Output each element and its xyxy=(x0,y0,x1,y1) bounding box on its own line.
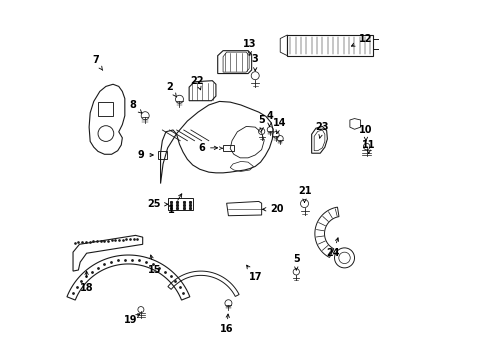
Text: 5: 5 xyxy=(292,253,299,270)
Text: 11: 11 xyxy=(361,140,375,153)
Text: 18: 18 xyxy=(80,271,93,293)
Text: 14: 14 xyxy=(272,118,285,134)
Text: 3: 3 xyxy=(251,54,258,71)
Text: 7: 7 xyxy=(92,55,102,71)
Text: 10: 10 xyxy=(359,125,372,141)
Text: 1: 1 xyxy=(167,194,182,215)
Text: 17: 17 xyxy=(246,265,262,282)
Text: 4: 4 xyxy=(265,111,272,126)
Text: 2: 2 xyxy=(166,82,176,97)
Text: 22: 22 xyxy=(190,76,203,90)
Text: 9: 9 xyxy=(137,150,153,160)
Text: 21: 21 xyxy=(297,186,311,202)
Text: 12: 12 xyxy=(351,34,372,46)
Text: 8: 8 xyxy=(129,100,142,113)
Text: 20: 20 xyxy=(262,204,283,214)
Text: 6: 6 xyxy=(198,143,217,153)
Text: 5: 5 xyxy=(258,115,264,131)
Text: 23: 23 xyxy=(315,122,328,138)
Text: 19: 19 xyxy=(123,314,140,325)
Text: 15: 15 xyxy=(147,255,161,275)
Text: 25: 25 xyxy=(147,199,167,209)
Text: 16: 16 xyxy=(220,314,233,334)
Text: 24: 24 xyxy=(325,238,339,258)
Text: 13: 13 xyxy=(243,39,256,55)
